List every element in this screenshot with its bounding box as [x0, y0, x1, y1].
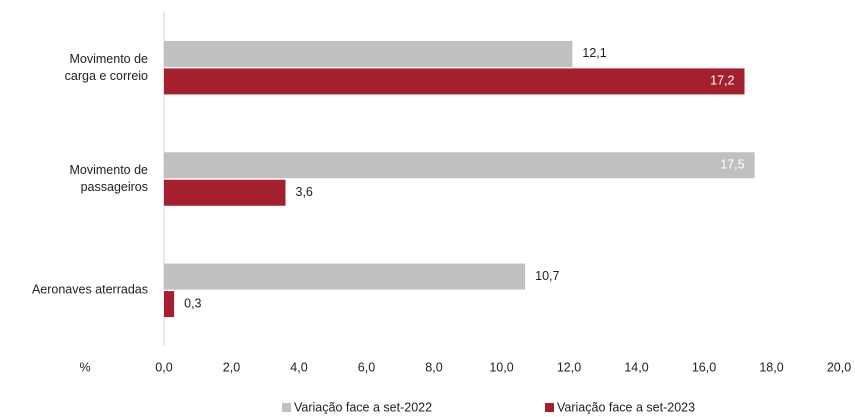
bar [164, 152, 755, 179]
category-label: Movimento de passageiros [69, 163, 148, 194]
legend-label: Variação face a set-2023 [557, 400, 695, 414]
value-label: 17,5 [720, 158, 744, 172]
x-tick-label: 8,0 [425, 360, 442, 374]
legend-swatch [282, 403, 291, 412]
bar [164, 179, 286, 206]
x-tick-label: 18,0 [759, 360, 783, 374]
value-label: 12,1 [582, 46, 606, 60]
bar [164, 291, 175, 318]
x-tick-label: 14,0 [624, 360, 648, 374]
x-tick-label: 12,0 [557, 360, 581, 374]
category-label: Aeronaves aterradas [31, 282, 148, 297]
legend-label: Variação face a set-2022 [294, 400, 432, 414]
bar [164, 40, 573, 67]
value-label: 10,7 [535, 269, 559, 283]
x-tick-label: 10,0 [489, 360, 513, 374]
x-tick-label: 16,0 [692, 360, 716, 374]
value-label: 3,6 [296, 185, 313, 199]
bar [164, 263, 526, 290]
x-tick-label: 4,0 [290, 360, 307, 374]
bar [164, 68, 745, 95]
x-tick-label: 6,0 [358, 360, 375, 374]
value-label: 17,2 [710, 74, 734, 88]
x-tick-label: 0,0 [155, 360, 172, 374]
x-tick-label: 20,0 [827, 360, 851, 374]
category-label: Movimento de carga e correio [64, 51, 148, 83]
x-axis-label: % [79, 360, 90, 374]
x-tick-label: 2,0 [223, 360, 240, 374]
value-label: 0,3 [184, 296, 201, 310]
legend-swatch [545, 403, 554, 412]
